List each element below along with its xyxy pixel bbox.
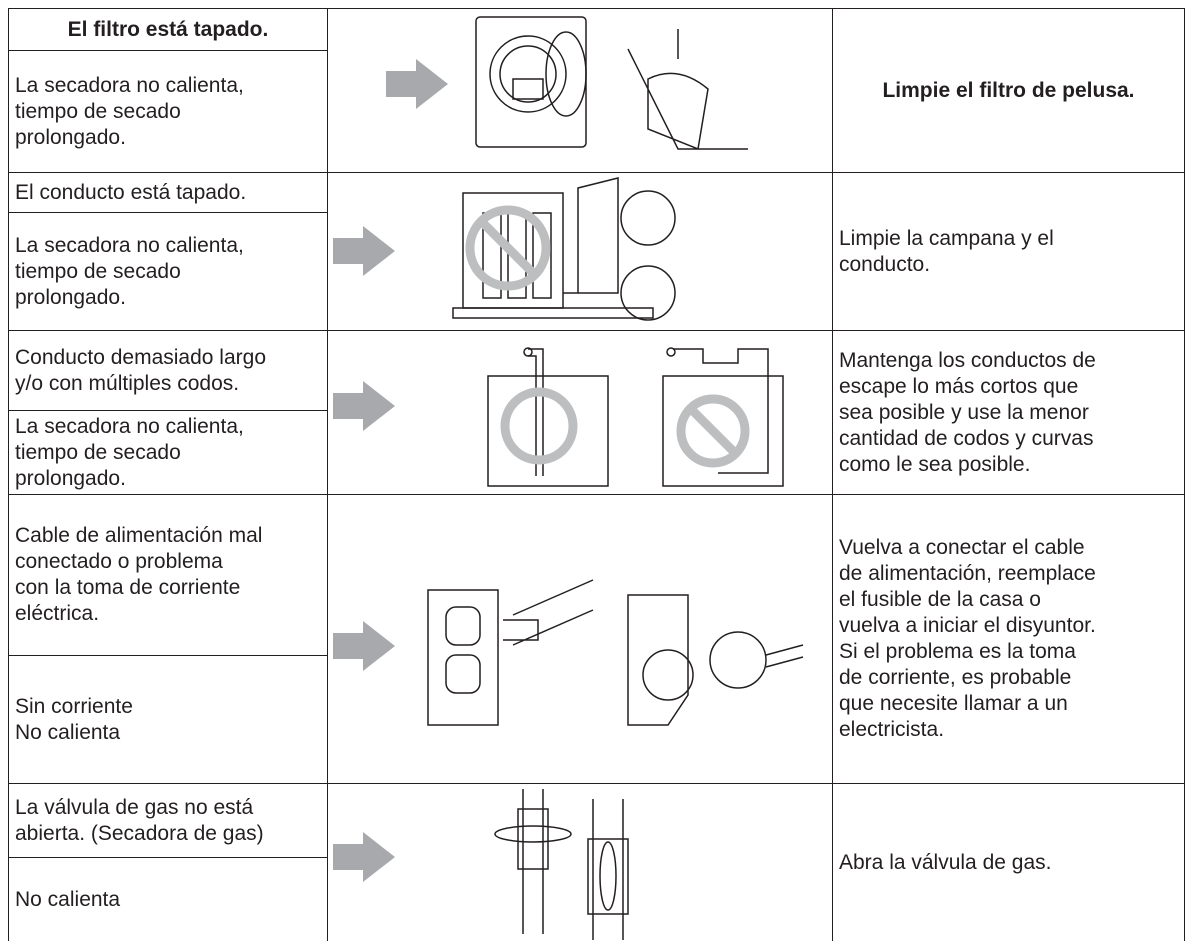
long-duct-illustration xyxy=(333,347,784,487)
illustration-cell xyxy=(327,783,832,941)
cause: La válvula de gas no está abierta. (Seca… xyxy=(8,783,327,857)
symptom: No calienta xyxy=(8,857,327,941)
cause: El filtro está tapado. xyxy=(8,8,327,50)
cause: Conducto demasiado largo y/o con múltipl… xyxy=(8,330,327,410)
valve-illustration xyxy=(333,789,629,940)
power-illustration xyxy=(333,579,804,726)
solution: Vuelva a conectar el cable de alimentaci… xyxy=(832,494,1185,783)
solution: Mantenga los conductos de escape lo más … xyxy=(832,330,1185,494)
solution: Limpie el filtro de pelusa. xyxy=(832,8,1185,172)
symptom: La secadora no calienta, tiempo de secad… xyxy=(8,50,327,172)
cause: El conducto está tapado. xyxy=(8,172,327,212)
illustration-cell xyxy=(327,172,832,330)
solution: Abra la válvula de gas. xyxy=(832,783,1185,941)
duct-illustration xyxy=(333,177,676,321)
cause: Cable de alimentación mal conectado o pr… xyxy=(8,494,327,655)
illustration-cell xyxy=(327,494,832,783)
symptom: La secadora no calienta, tiempo de secad… xyxy=(8,410,327,494)
solution: Limpie la campana y el conducto. xyxy=(832,172,1185,330)
symptom: La secadora no calienta, tiempo de secad… xyxy=(8,212,327,330)
illustration-cell xyxy=(327,330,832,494)
illustration-cell xyxy=(327,8,832,172)
filter-illustration xyxy=(386,16,748,151)
symptom: Sin corriente No calienta xyxy=(8,655,327,783)
